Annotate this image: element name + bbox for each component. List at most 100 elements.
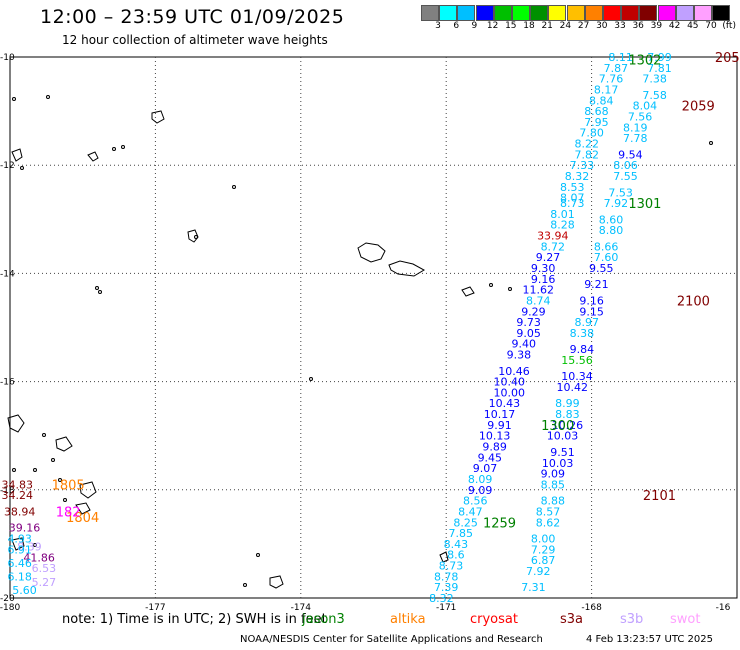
wave-height-label: 9.29 — [521, 305, 546, 318]
colorbar-cell — [530, 5, 549, 21]
wave-height-label: 9.73 — [516, 316, 541, 329]
colorbar-label: 36 — [632, 21, 644, 31]
wave-height-label: 8.88 — [541, 495, 566, 508]
wave-height-points: 8.11 7.99 7.87 7.81 7.76 7.38 8.17 7.58 8.84 8.04… — [2, 51, 672, 605]
legend-item: swot — [670, 612, 701, 627]
island-dot — [95, 286, 99, 290]
pass-id-label: 2101 — [643, 489, 676, 504]
wave-height-label: 8.97 — [575, 316, 600, 329]
island-dot — [194, 235, 198, 239]
wave-height-label: 9.38 — [507, 349, 532, 362]
wave-height-label: 9.05 — [516, 327, 541, 340]
wave-height-label: 7.53 — [608, 186, 633, 199]
wave-height-label: 9.84 — [570, 343, 595, 356]
colorbar-label: 18 — [523, 21, 535, 31]
wave-height-label: 11.62 — [523, 284, 555, 297]
wave-height-label: 15.56 — [561, 354, 593, 367]
wave-height-label: 6.46 — [7, 557, 32, 570]
colorbar-cell — [457, 5, 476, 21]
credit-text: NOAA/NESDIS Center for Satellite Applica… — [240, 634, 543, 645]
wave-height-label: 10.34 — [561, 370, 593, 383]
lat-label: -18 — [0, 486, 15, 496]
wave-height-label: 7.80 — [579, 127, 604, 140]
colorbar-cell — [584, 5, 603, 21]
island-dot — [63, 498, 67, 502]
colorbar-cell — [493, 5, 512, 21]
island-dot — [12, 97, 16, 101]
wave-height-label: 8.32 — [565, 170, 590, 183]
wave-height-label: 9.51 — [550, 446, 575, 459]
wave-height-label: 8.00 — [531, 532, 556, 545]
lat-label: -12 — [0, 161, 15, 171]
wave-height-label: 9.16 — [579, 294, 604, 307]
island-dot — [33, 543, 37, 547]
island-dot — [46, 95, 50, 99]
wave-height-label: 5.27 — [32, 576, 57, 589]
wave-height-label: 8.01 — [550, 208, 575, 221]
wave-height-label: 6.18 — [7, 570, 32, 583]
wave-height-label: 7.82 — [575, 148, 600, 161]
island-outline — [269, 575, 284, 589]
colorbar-label: 33 — [614, 21, 626, 31]
wave-height-label: 8.78 — [434, 570, 459, 583]
island-outline — [439, 551, 449, 563]
lon-label: -171 — [436, 603, 456, 613]
colorbar-cell — [548, 5, 567, 21]
lon-label: -177 — [145, 603, 165, 613]
wave-height-label: 7.38 — [642, 73, 667, 86]
lat-label: -16 — [0, 378, 15, 388]
lon-label: -174 — [291, 603, 312, 613]
wave-height-label: 34.24 — [2, 489, 34, 502]
colorbar-cell — [512, 5, 530, 21]
wave-height-label: 8.74 — [526, 294, 551, 307]
wave-height-label: 8.6 — [447, 549, 465, 562]
pass-id-label: 182 — [56, 505, 81, 520]
island-dot — [51, 458, 55, 462]
wave-height-label: 10.03 — [547, 430, 579, 443]
wave-height-label: 7.95 — [584, 116, 609, 129]
island-dot — [98, 290, 102, 294]
wave-height-label: 38.94 — [4, 505, 36, 518]
wave-height-label: 10.00 — [493, 386, 525, 399]
island-dot — [42, 433, 46, 437]
island-dot — [256, 553, 260, 557]
island-outline — [75, 502, 91, 515]
colorbar-label: 42 — [668, 21, 681, 31]
wave-height-label: 7.39 — [434, 581, 459, 594]
wave-height-label: 8.43 — [444, 538, 469, 551]
island-outline — [79, 481, 97, 499]
wave-height-label: 8.11 — [608, 51, 633, 64]
wave-height-label: 8.09 — [468, 473, 493, 486]
wave-height-label: 8.66 — [594, 240, 619, 253]
wave-height-label: 8.57 — [536, 505, 561, 518]
wave-height-label: 7.78 — [623, 132, 648, 145]
wave-height-label: 8.25 — [453, 516, 478, 529]
island-dot — [33, 468, 37, 472]
wave-height-label: 6.91 — [7, 543, 32, 556]
wave-height-label: 10.13 — [479, 430, 511, 443]
colorbar-cell — [639, 5, 658, 21]
colorbar-cell — [694, 5, 712, 21]
pass-id-label: 1302 — [628, 54, 661, 69]
wave-height-label: 9.21 — [584, 278, 609, 291]
pass-id-label: 1301 — [628, 197, 661, 212]
wave-height-label: 8.73 — [439, 560, 464, 573]
colorbar-label: 6 — [453, 21, 460, 31]
wave-height-label: 9.27 — [536, 251, 561, 264]
wave-height-label: 8.38 — [570, 327, 595, 340]
map-subtitle: 12 hour collection of altimeter wave hei… — [62, 33, 328, 47]
wave-height-label: 9.07 — [473, 462, 498, 475]
wave-height-label: 7.92 — [604, 197, 629, 210]
colorbar-label: 39 — [650, 21, 663, 31]
colorbar-label: 9 — [471, 21, 478, 31]
island-outline — [357, 242, 386, 263]
colorbar-cell — [712, 5, 731, 21]
wave-height-label: 8.06 — [613, 159, 638, 172]
wave-height-label: 9.45 — [478, 451, 503, 464]
colorbar-label: 15 — [505, 21, 517, 31]
wave-height-label: 5.60 — [12, 584, 37, 597]
island-dot — [20, 166, 24, 170]
wave-height-label: 8.85 — [541, 478, 566, 491]
lon-label: -168 — [581, 603, 602, 613]
wave-height-label: 8.99 — [555, 397, 580, 410]
